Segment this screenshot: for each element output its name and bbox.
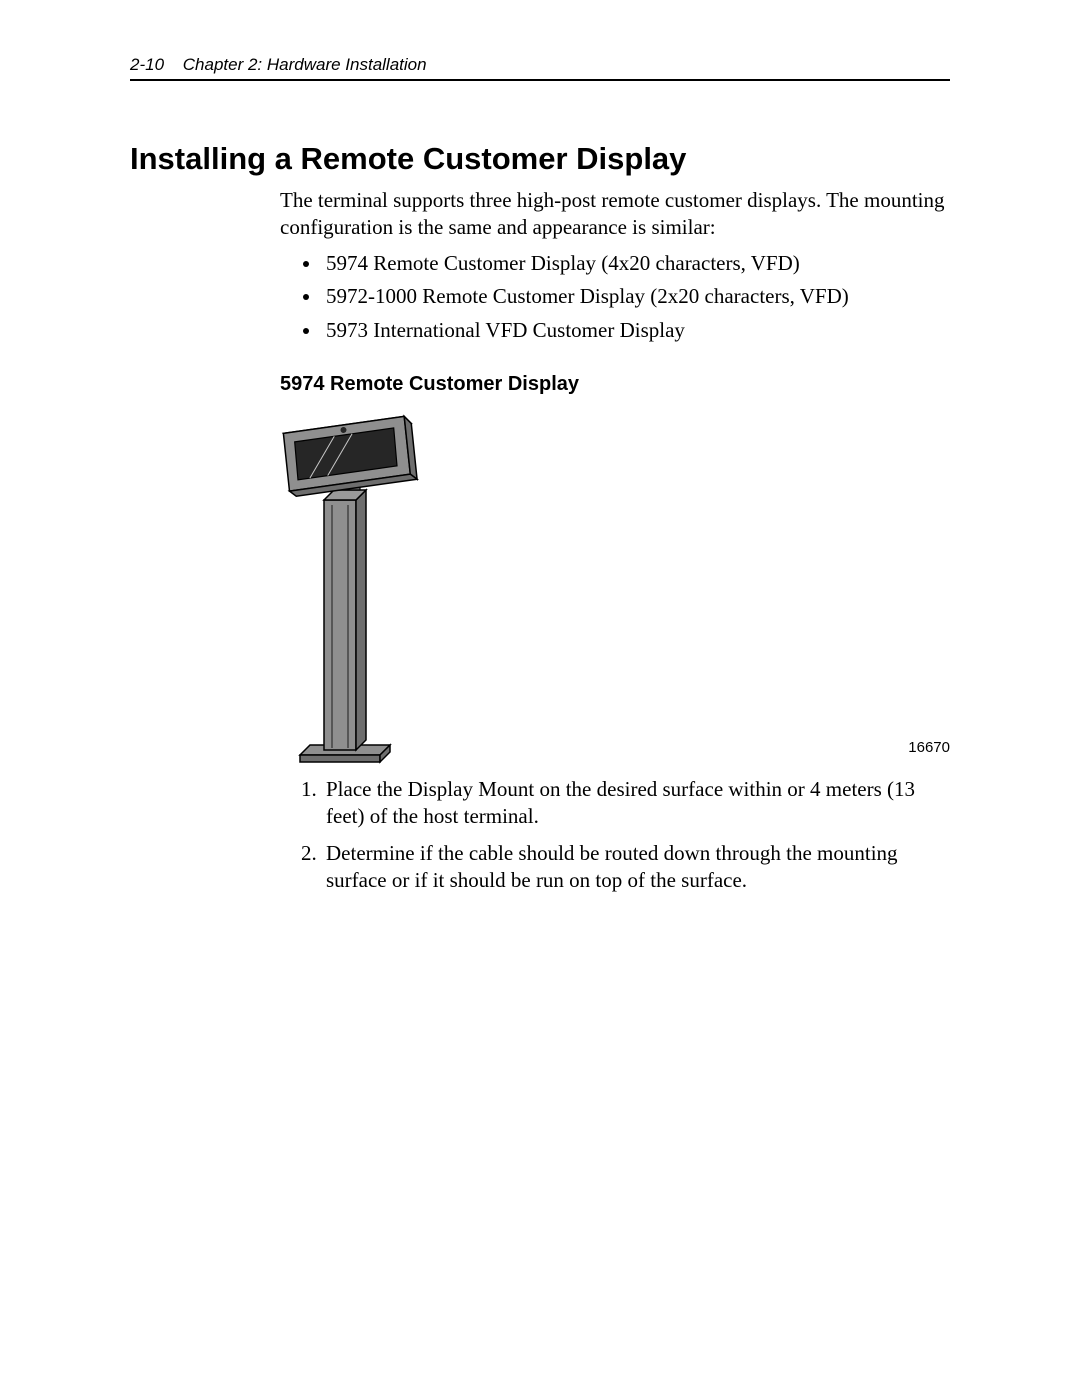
subheading: 5974 Remote Customer Display	[280, 373, 950, 396]
list-item: Determine if the cable should be routed …	[322, 840, 950, 894]
content-body: The terminal supports three high-post re…	[280, 187, 950, 893]
intro-paragraph: The terminal supports three high-post re…	[280, 187, 950, 241]
running-header: 2-10 Chapter 2: Hardware Installation	[130, 55, 950, 81]
customer-display-illustration	[280, 410, 440, 770]
page: 2-10 Chapter 2: Hardware Installation In…	[0, 0, 1080, 983]
figure-id-label: 16670	[908, 739, 950, 756]
page-number: 2-10	[130, 55, 164, 74]
figure-container: 16670	[280, 410, 950, 770]
step-list: Place the Display Mount on the desired s…	[280, 776, 950, 894]
section-title: Installing a Remote Customer Display	[130, 141, 950, 177]
bullet-list: 5974 Remote Customer Display (4x20 chara…	[280, 249, 950, 345]
list-item: Place the Display Mount on the desired s…	[322, 776, 950, 830]
list-item: 5973 International VFD Customer Display	[322, 316, 950, 345]
list-item: 5972-1000 Remote Customer Display (2x20 …	[322, 282, 950, 311]
chapter-label: Chapter 2: Hardware Installation	[183, 55, 427, 74]
list-item: 5974 Remote Customer Display (4x20 chara…	[322, 249, 950, 278]
